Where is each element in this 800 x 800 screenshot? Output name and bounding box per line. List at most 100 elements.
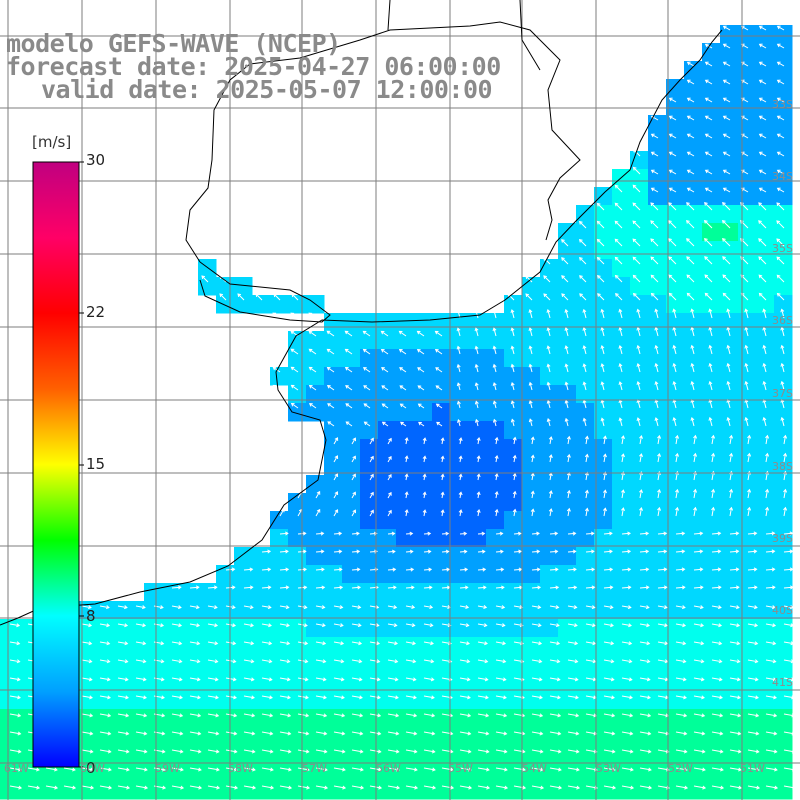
field-cell [360, 457, 379, 476]
field-cell [486, 403, 505, 422]
wind-arrow [747, 531, 758, 536]
wind-arrow [315, 659, 327, 664]
wind-arrow [747, 623, 759, 628]
wind-arrow [405, 731, 418, 736]
wind-arrow [510, 400, 515, 409]
field-cell [756, 205, 775, 224]
field-cell [414, 745, 433, 764]
field-cell [180, 601, 199, 620]
wind-arrow [765, 731, 778, 736]
wind-arrow [582, 381, 587, 391]
wind-arrow [495, 531, 504, 536]
wind-arrow [189, 641, 201, 646]
wind-arrow [783, 731, 796, 736]
field-cell [720, 25, 739, 44]
field-cell [216, 709, 235, 728]
field-cell [324, 331, 343, 350]
field-cell [468, 637, 487, 656]
field-cell [576, 655, 595, 674]
field-cell [522, 673, 541, 692]
wind-arrow [776, 25, 785, 31]
wind-arrow [603, 659, 615, 664]
field-cell [738, 745, 757, 764]
wind-arrow [783, 506, 788, 517]
title-model: modelo GEFS-WAVE (NCEP) [6, 29, 341, 58]
field-cell [774, 277, 793, 296]
field-cell [756, 619, 775, 638]
field-cell [774, 169, 793, 188]
wind-arrow [780, 362, 785, 373]
field-cell [702, 673, 721, 692]
wind-arrow [435, 385, 443, 391]
wind-arrow [567, 767, 580, 772]
field-cell [738, 187, 757, 206]
field-cell [432, 601, 451, 620]
wind-arrow [543, 293, 551, 301]
field-cell [108, 691, 127, 710]
field-cell [612, 493, 631, 512]
wind-arrow [602, 507, 607, 517]
wind-arrow [783, 695, 795, 700]
wind-arrow [333, 785, 347, 790]
field-cell [378, 367, 397, 386]
field-cell [684, 637, 703, 656]
field-cell [360, 781, 379, 800]
field-cell [324, 349, 343, 368]
field-cell [216, 565, 235, 584]
field-cell [630, 583, 649, 602]
wind-arrow [704, 97, 713, 103]
field-cell [774, 745, 793, 764]
field-cell [504, 349, 523, 368]
wind-arrow [279, 785, 293, 790]
field-cell [684, 259, 703, 278]
wind-arrow [618, 326, 623, 337]
field-cell [576, 511, 595, 530]
field-cell [378, 331, 397, 350]
field-cell [558, 349, 577, 368]
field-cell [756, 61, 775, 80]
wind-arrow [729, 605, 740, 610]
field-cell [18, 727, 37, 746]
wind-arrow [765, 567, 776, 572]
coastline [0, 21, 723, 626]
wind-arrow [686, 187, 695, 193]
field-cell [756, 421, 775, 440]
field-cell [126, 637, 145, 656]
wind-arrow [675, 659, 687, 664]
wind-arrow [549, 749, 562, 754]
field-cell [630, 475, 649, 494]
wind-arrow [620, 489, 625, 499]
wind-arrow [290, 366, 299, 373]
wind-arrow [722, 115, 731, 121]
wind-arrow [675, 531, 686, 536]
field-cell [180, 781, 199, 800]
field-cell [630, 205, 649, 224]
field-cell [414, 781, 433, 800]
field-cell [684, 673, 703, 692]
wind-arrow [693, 585, 704, 590]
wind-arrow [686, 97, 695, 103]
field-cell [684, 277, 703, 296]
wind-arrow [81, 767, 94, 772]
field-cell [378, 763, 397, 782]
field-cell [684, 601, 703, 620]
wind-arrow [290, 348, 299, 355]
wind-arrow [686, 202, 695, 211]
field-cell [702, 133, 721, 152]
wind-arrow [117, 713, 130, 718]
field-cell [558, 511, 577, 530]
wind-arrow [668, 169, 677, 175]
field-cell [720, 349, 739, 368]
wind-arrow [603, 549, 613, 554]
field-cell [306, 475, 325, 494]
field-cell [540, 673, 559, 692]
field-cell [666, 295, 685, 314]
wind-arrow [711, 488, 716, 499]
wind-arrow [579, 275, 587, 283]
wind-arrow [297, 767, 310, 772]
wind-arrow [531, 567, 541, 572]
wind-arrow [333, 455, 339, 463]
field-cell [360, 493, 379, 512]
wind-arrow [729, 749, 742, 754]
